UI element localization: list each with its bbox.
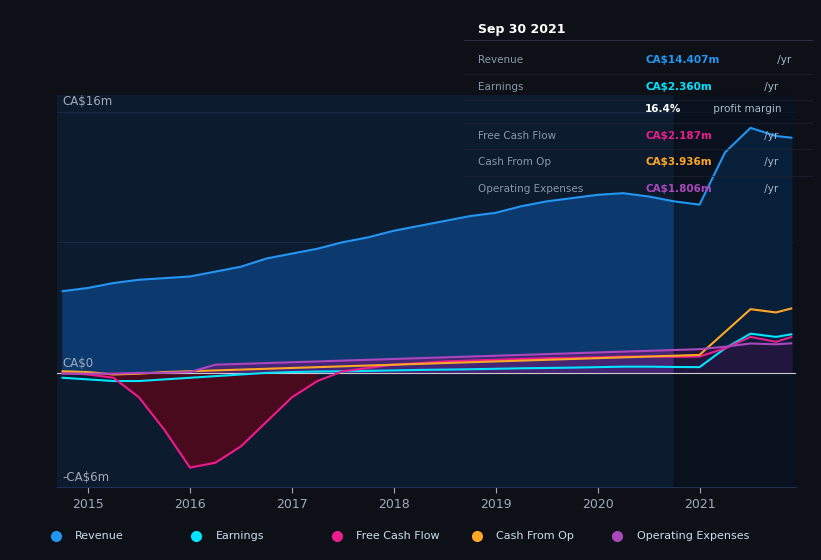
Text: /yr: /yr <box>762 157 779 167</box>
Text: Free Cash Flow: Free Cash Flow <box>478 131 556 141</box>
Text: /yr: /yr <box>762 131 779 141</box>
Text: CA$16m: CA$16m <box>62 95 112 108</box>
Text: 16.4%: 16.4% <box>645 104 681 114</box>
Text: CA$2.360m: CA$2.360m <box>645 82 712 92</box>
Text: Earnings: Earnings <box>478 82 523 92</box>
Text: CA$14.407m: CA$14.407m <box>645 55 720 66</box>
Text: Operating Expenses: Operating Expenses <box>636 531 749 541</box>
Text: -CA$6m: -CA$6m <box>62 471 110 484</box>
Text: Operating Expenses: Operating Expenses <box>478 184 583 194</box>
Text: Cash From Op: Cash From Op <box>478 157 551 167</box>
Text: Free Cash Flow: Free Cash Flow <box>355 531 439 541</box>
Text: /yr: /yr <box>762 184 779 194</box>
Text: Earnings: Earnings <box>215 531 264 541</box>
Text: profit margin: profit margin <box>710 104 782 114</box>
Text: CA$1.806m: CA$1.806m <box>645 184 712 194</box>
Text: CA$3.936m: CA$3.936m <box>645 157 712 167</box>
Text: /yr: /yr <box>774 55 791 66</box>
Text: Cash From Op: Cash From Op <box>496 531 574 541</box>
Text: Sep 30 2021: Sep 30 2021 <box>478 24 566 36</box>
Text: CA$2.187m: CA$2.187m <box>645 131 712 141</box>
Text: Revenue: Revenue <box>75 531 124 541</box>
Text: Revenue: Revenue <box>478 55 523 66</box>
Text: CA$0: CA$0 <box>62 357 94 370</box>
Bar <box>674 95 796 487</box>
Text: /yr: /yr <box>762 82 779 92</box>
